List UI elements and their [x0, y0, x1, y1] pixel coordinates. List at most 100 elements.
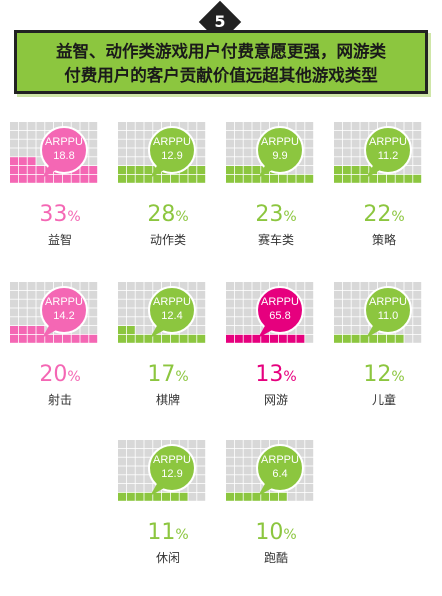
waffle-square-filled — [334, 166, 342, 174]
waffle-square-empty — [135, 282, 144, 290]
waffle-square-empty — [10, 317, 18, 326]
waffle-square-empty — [342, 299, 351, 308]
waffle-square-empty — [270, 440, 278, 448]
waffle-square-filled — [153, 334, 162, 343]
waffle-item: ARPPU 9.9 23% 赛车类 — [226, 120, 326, 247]
waffle-square-empty — [135, 308, 144, 317]
waffle-item: ARPPU 12.9 11% 休闲 — [118, 438, 218, 565]
waffle-square-filled — [18, 174, 27, 183]
waffle-square-empty — [188, 448, 197, 457]
waffle-square-empty — [334, 122, 342, 130]
waffle-square-filled — [252, 334, 261, 343]
waffle-square-filled — [144, 166, 153, 174]
waffle-square-empty — [62, 282, 71, 290]
waffle-square-filled — [27, 326, 36, 334]
category-label: 棋牌 — [155, 393, 180, 407]
waffle-square-filled — [278, 174, 287, 183]
waffle-square-empty — [334, 308, 342, 317]
waffle-grid — [226, 282, 314, 343]
waffle-square-empty — [197, 130, 206, 139]
arppu-bubble-tail — [42, 324, 58, 338]
category-label: 策略 — [371, 233, 396, 247]
waffle-square-empty — [360, 282, 369, 290]
waffle-square-empty — [126, 457, 135, 466]
waffle-square-filled — [27, 334, 36, 343]
waffle-square-filled — [197, 334, 206, 343]
arppu-value: 14.2 — [53, 310, 75, 322]
waffle-square-filled — [27, 174, 36, 183]
waffle-square-empty — [45, 122, 54, 130]
waffle-item: ARPPU 12.9 28% 动作类 — [118, 120, 218, 247]
waffle-square-empty — [153, 282, 162, 290]
arppu-bubble — [148, 444, 196, 492]
waffle-square-empty — [305, 139, 314, 148]
share-percent-value: 22 — [363, 202, 392, 227]
waffle-square-filled — [126, 326, 135, 334]
waffle-square-empty — [36, 130, 45, 139]
waffle-square-empty — [342, 122, 351, 130]
waffle-grid — [118, 122, 206, 183]
waffle-square-filled — [243, 174, 252, 183]
waffle-square-empty — [243, 326, 252, 334]
waffle-square-empty — [89, 308, 98, 317]
waffle-square-empty — [36, 290, 45, 299]
waffle-grid — [10, 122, 98, 183]
waffle-square-empty — [234, 457, 243, 466]
waffle-square-filled — [243, 166, 252, 174]
waffle-square-empty — [226, 448, 234, 457]
waffle-square-empty — [234, 484, 243, 492]
waffle-square-empty — [135, 317, 144, 326]
waffle-square-empty — [234, 326, 243, 334]
waffle-square-empty — [296, 326, 305, 334]
waffle-square-filled — [234, 492, 243, 501]
waffle-square-empty — [342, 308, 351, 317]
category-label: 赛车类 — [257, 233, 294, 247]
waffle-square-empty — [36, 122, 45, 130]
waffle-square-empty — [135, 475, 144, 484]
waffle-square-filled — [10, 174, 18, 183]
waffle-square-empty — [118, 466, 126, 475]
waffle-square-empty — [80, 282, 89, 290]
waffle-square-empty — [413, 122, 422, 130]
waffle-square-empty — [197, 139, 206, 148]
waffle-square-empty — [404, 122, 413, 130]
waffle-square-empty — [197, 290, 206, 299]
waffle-square-empty — [395, 122, 404, 130]
waffle-square-empty — [144, 484, 153, 492]
waffle-square-empty — [89, 122, 98, 130]
waffle-square-empty — [334, 326, 342, 334]
waffle-square-filled — [36, 326, 45, 334]
waffle-grid — [118, 440, 206, 501]
arppu-bubble — [40, 286, 88, 334]
arppu-bubble-tail — [366, 324, 382, 338]
waffle-square-empty — [144, 282, 153, 290]
waffle-square-empty — [243, 157, 252, 166]
arppu-label: ARPPU — [369, 136, 407, 148]
waffle-square-empty — [170, 282, 179, 290]
waffle-square-empty — [162, 440, 170, 448]
waffle-square-empty — [404, 334, 413, 343]
waffle-square-empty — [234, 308, 243, 317]
arppu-label: ARPPU — [153, 136, 191, 148]
waffle-square-empty — [234, 466, 243, 475]
percent-unit: % — [67, 369, 81, 385]
waffle-square-empty — [305, 148, 314, 157]
waffle-square-filled — [270, 174, 278, 183]
arppu-bubble-tail — [42, 164, 58, 178]
waffle-square-empty — [188, 440, 197, 448]
waffle-square-empty — [197, 492, 206, 501]
arppu-bubble-tail — [150, 324, 166, 338]
waffle-square-empty — [118, 157, 126, 166]
waffle-square-filled — [89, 166, 98, 174]
waffle-square-empty — [162, 282, 170, 290]
waffle-item: ARPPU 11.2 22% 策略 — [334, 120, 434, 247]
waffle-square-empty — [342, 157, 351, 166]
waffle-square-empty — [305, 440, 314, 448]
waffle-square-filled — [18, 157, 27, 166]
waffle-square-empty — [118, 317, 126, 326]
waffle-square-filled — [162, 492, 170, 501]
waffle-square-empty — [334, 157, 342, 166]
waffle-square-empty — [243, 308, 252, 317]
waffle-square-empty — [404, 290, 413, 299]
waffle-square-filled — [135, 492, 144, 501]
